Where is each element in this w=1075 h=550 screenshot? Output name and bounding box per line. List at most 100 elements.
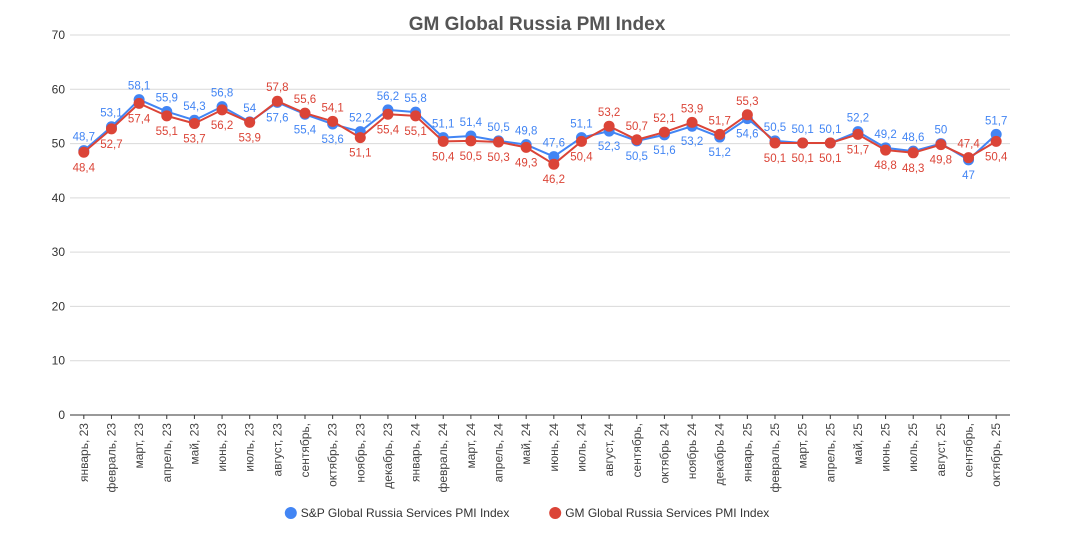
- data-label: 48,7: [73, 132, 95, 144]
- x-tick-label: март, 24: [464, 423, 478, 469]
- data-label: 50,4: [985, 151, 1008, 163]
- data-point: [548, 158, 560, 170]
- data-label: 46,2: [543, 174, 565, 186]
- y-tick-label: 20: [52, 299, 66, 313]
- data-label: 51,4: [460, 117, 483, 129]
- data-label: 55,9: [156, 93, 178, 105]
- x-tick-label: апрель, 25: [823, 423, 837, 483]
- data-label: 51,7: [847, 144, 869, 156]
- data-point: [216, 104, 228, 116]
- x-tick-label: май, 25: [851, 423, 865, 465]
- data-label: 53,2: [598, 107, 620, 119]
- data-label: 48,3: [902, 163, 924, 175]
- data-label: 50,7: [626, 121, 648, 133]
- x-tick-label: август, 25: [934, 423, 948, 477]
- x-tick-label: август, 24: [602, 423, 616, 477]
- x-tick-label: сентябрь,: [630, 423, 644, 477]
- data-point: [824, 137, 836, 149]
- data-label: 50,5: [487, 122, 509, 134]
- data-point: [271, 95, 283, 107]
- data-label: 50,1: [819, 124, 841, 136]
- data-point: [548, 151, 560, 163]
- data-label: 53,7: [183, 133, 205, 145]
- data-label: 50,5: [460, 151, 482, 163]
- x-tick-label: ноябрь 24: [685, 423, 699, 480]
- data-label: 54,1: [321, 102, 343, 114]
- data-label: 50,1: [791, 153, 813, 165]
- data-point: [327, 115, 339, 127]
- y-tick-label: 10: [52, 354, 66, 368]
- y-tick-label: 70: [52, 28, 66, 42]
- data-point: [631, 134, 643, 146]
- data-labels: 48,7 53,1 58,1 55,9 54,3 56,8 54 57,6 55,4 53,6 52…: [73, 81, 1008, 187]
- data-point: [105, 123, 117, 135]
- data-label: 55,4: [377, 124, 400, 136]
- data-point: [686, 116, 698, 128]
- legend: S&P Global Russia Services PMI Index GM G…: [284, 506, 769, 520]
- x-tick-label: сентябрь,: [962, 423, 976, 477]
- data-point: [78, 146, 90, 158]
- data-label: 53,6: [321, 134, 343, 146]
- data-label: 49,8: [930, 155, 952, 167]
- data-point: [797, 137, 809, 149]
- x-tick-label: декабрь, 23: [381, 423, 395, 489]
- data-label: 55,6: [294, 94, 316, 106]
- data-point: [465, 135, 477, 147]
- data-label: 50,3: [487, 152, 509, 164]
- data-point: [575, 135, 587, 147]
- data-label: 58,1: [128, 81, 150, 93]
- x-tick-label: декабрь 24: [713, 423, 727, 486]
- data-label: 52,1: [653, 113, 675, 125]
- data-label: 56,2: [211, 120, 233, 132]
- legend-marker: [549, 507, 562, 519]
- data-label: 47: [962, 170, 975, 182]
- data-label: 51,1: [432, 119, 454, 131]
- x-tick-label: январь, 23: [77, 423, 91, 482]
- x-tick-label: август, 23: [270, 423, 284, 477]
- data-label: 51,2: [709, 147, 731, 159]
- data-point: [493, 136, 505, 148]
- x-tick-label: июль, 24: [574, 423, 588, 472]
- data-label: 54,6: [736, 129, 758, 141]
- data-label: 52,2: [847, 113, 869, 125]
- data-point: [133, 97, 145, 109]
- x-tick-label: ноябрь, 23: [353, 423, 367, 483]
- data-label: 56,8: [211, 88, 233, 100]
- x-tick-label: январь, 24: [409, 423, 423, 482]
- data-label: 48,4: [73, 162, 96, 174]
- x-tick-label: октябрь, 25: [989, 423, 1003, 487]
- data-label: 51,7: [985, 115, 1007, 127]
- data-label: 55,4: [294, 124, 317, 136]
- series-line: [83, 98, 997, 161]
- data-label: 53,9: [681, 103, 703, 115]
- x-tick-label: май, 24: [519, 423, 533, 465]
- data-label: 48,6: [902, 132, 924, 144]
- y-tick-label: 60: [52, 82, 66, 96]
- y-tick-label: 50: [52, 137, 66, 151]
- data-label: 47,6: [543, 138, 565, 150]
- data-point: [852, 128, 864, 140]
- data-point: [244, 116, 256, 128]
- data-label: 47,4: [957, 139, 980, 151]
- data-point: [935, 139, 947, 151]
- data-point: [161, 110, 173, 122]
- data-label: 51,1: [349, 148, 371, 160]
- data-point: [382, 108, 394, 120]
- x-tick-label: март, 23: [132, 423, 146, 469]
- series-group: [78, 94, 1002, 170]
- data-point: [658, 126, 670, 138]
- data-label: 55,1: [404, 126, 426, 138]
- series-line: [83, 100, 997, 166]
- x-tick-label: июнь, 23: [215, 423, 229, 472]
- data-label: 52,7: [100, 139, 122, 151]
- data-point: [520, 141, 532, 153]
- axes: 0 10 20 30 40 50 60 70 январь, 23 февраль, 23 март…: [52, 28, 1010, 493]
- x-tick-label: апрель, 23: [160, 423, 174, 483]
- y-tick-label: 30: [52, 245, 66, 259]
- legend-marker: [284, 507, 297, 519]
- data-point: [963, 152, 975, 164]
- data-label: 50,5: [764, 122, 786, 134]
- data-point: [603, 120, 615, 132]
